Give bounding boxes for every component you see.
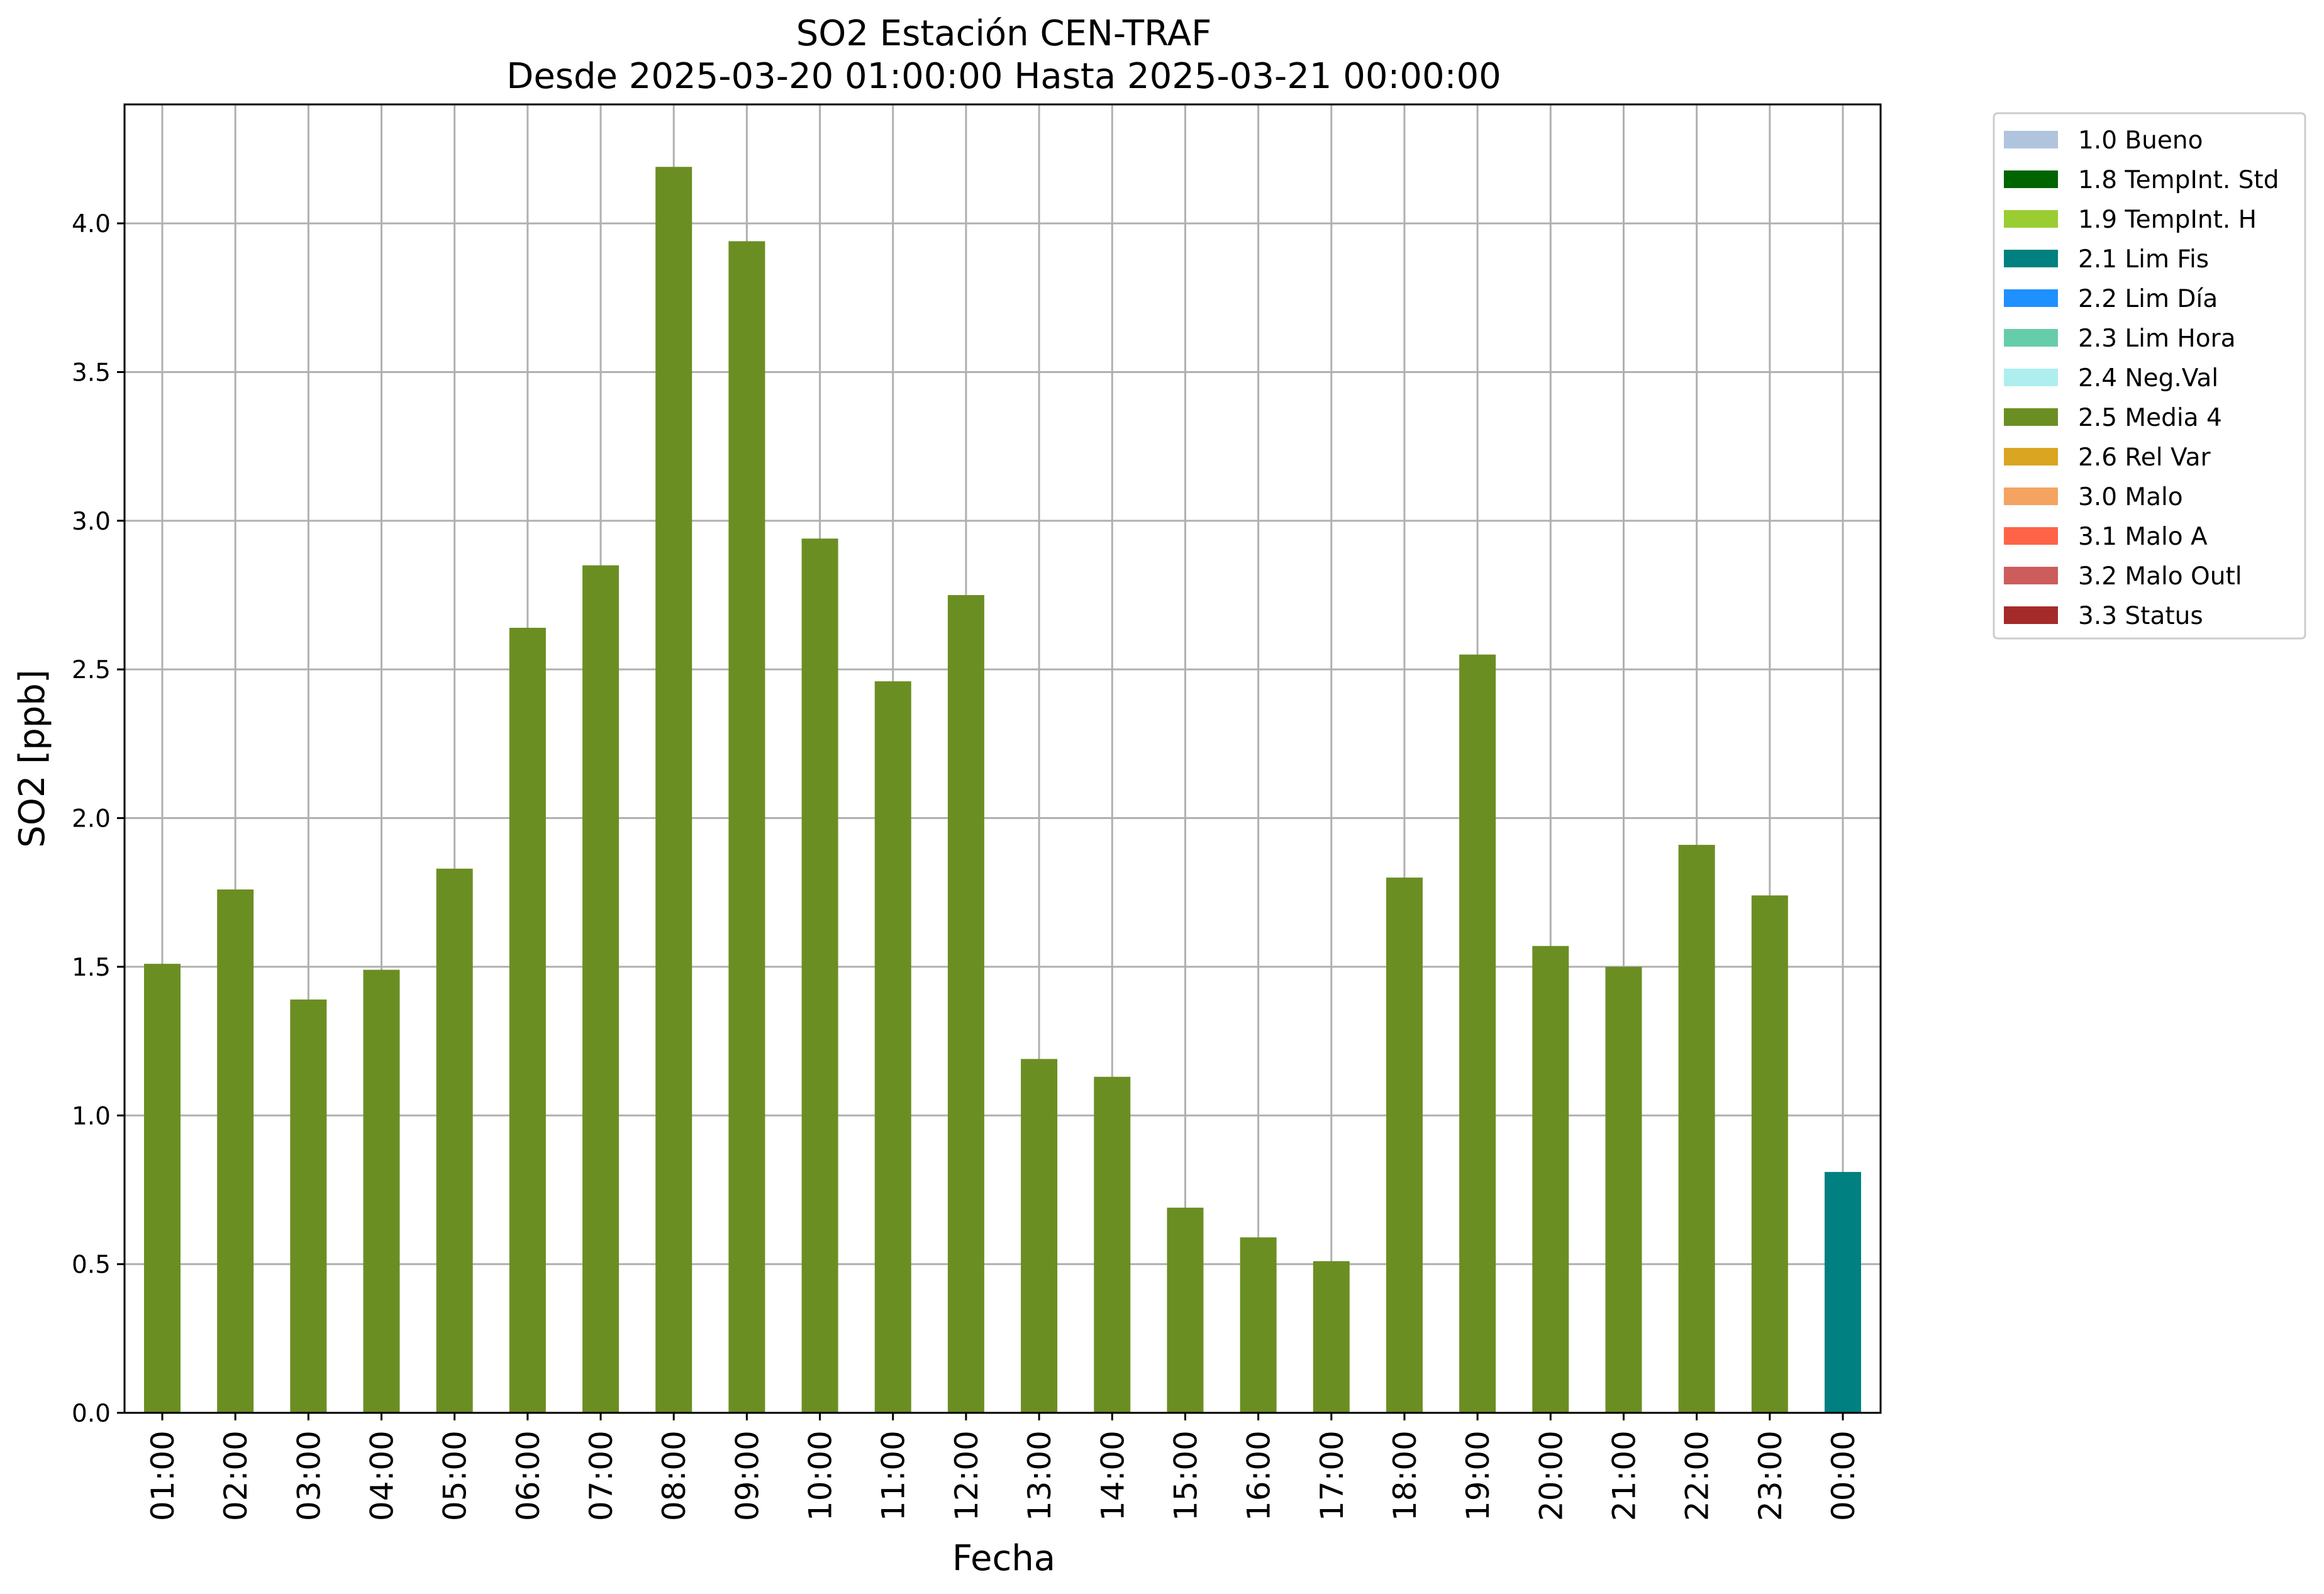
legend-swatch bbox=[2004, 131, 2058, 148]
legend-swatch bbox=[2004, 210, 2058, 228]
legend-label: 1.0 Bueno bbox=[2078, 126, 2203, 155]
bar bbox=[363, 969, 400, 1413]
x-tick-label: 21:00 bbox=[1606, 1430, 1642, 1521]
y-tick-label: 0.5 bbox=[72, 1251, 111, 1279]
bar bbox=[874, 681, 911, 1413]
y-tick-label: 0.0 bbox=[72, 1400, 111, 1428]
y-axis-ticks: 0.0 0.5 1.0 1.5 2.0 2.5 3.0 3.5 4.0 bbox=[72, 210, 125, 1428]
bar bbox=[1605, 966, 1642, 1413]
y-tick-label: 3.5 bbox=[72, 359, 111, 387]
bar bbox=[582, 565, 620, 1413]
legend-label: 3.0 Malo bbox=[2078, 483, 2183, 511]
legend-swatch bbox=[2004, 250, 2058, 267]
legend-label: 2.3 Lim Hora bbox=[2078, 325, 2236, 353]
bar bbox=[436, 868, 473, 1413]
x-tick-label: 14:00 bbox=[1094, 1430, 1131, 1521]
legend-label: 2.6 Rel Var bbox=[2078, 443, 2211, 472]
x-tick-label: 09:00 bbox=[729, 1430, 765, 1521]
x-tick-label: 03:00 bbox=[291, 1430, 327, 1521]
legend-swatch bbox=[2004, 170, 2058, 188]
legend-swatch bbox=[2004, 567, 2058, 584]
bar bbox=[728, 241, 765, 1413]
x-tick-label: 12:00 bbox=[948, 1430, 985, 1521]
bar bbox=[947, 595, 984, 1413]
legend-swatch bbox=[2004, 448, 2058, 465]
x-tick-label: 00:00 bbox=[1825, 1430, 1862, 1521]
y-tick-label: 2.0 bbox=[72, 805, 111, 833]
legend-label: 2.4 Neg.Val bbox=[2078, 364, 2218, 393]
legend-label: 2.2 Lim Día bbox=[2078, 285, 2218, 313]
bars bbox=[144, 167, 1861, 1413]
x-tick-label: 11:00 bbox=[876, 1430, 912, 1521]
y-tick-label: 3.0 bbox=[72, 508, 111, 536]
bar bbox=[1094, 1076, 1131, 1413]
legend-swatch bbox=[2004, 408, 2058, 426]
bar bbox=[1167, 1207, 1204, 1413]
bar bbox=[217, 889, 254, 1413]
legend-label: 1.9 TempInt. H bbox=[2078, 206, 2257, 234]
legend-label: 3.2 Malo Outl bbox=[2078, 562, 2242, 591]
x-tick-label: 20:00 bbox=[1533, 1430, 1569, 1521]
x-tick-label: 13:00 bbox=[1021, 1430, 1058, 1521]
plot-frame bbox=[123, 103, 1882, 1414]
x-tick-label: 06:00 bbox=[510, 1430, 547, 1521]
x-tick-label: 18:00 bbox=[1387, 1430, 1423, 1521]
bar bbox=[1386, 878, 1423, 1413]
bar bbox=[655, 167, 692, 1413]
x-axis-ticks: 01:00 02:00 03:00 04:00 05:00 06:00 07:00 08:00… bbox=[145, 1413, 1862, 1521]
x-tick-label: 10:00 bbox=[803, 1430, 839, 1521]
x-tick-label: 07:00 bbox=[583, 1430, 620, 1521]
x-tick-label: 23:00 bbox=[1752, 1430, 1789, 1521]
bar bbox=[1240, 1237, 1277, 1413]
bar bbox=[1313, 1261, 1350, 1413]
bar bbox=[144, 964, 181, 1413]
bar bbox=[1678, 845, 1715, 1413]
bar bbox=[1532, 945, 1569, 1413]
legend-label: 2.1 Lim Fis bbox=[2078, 245, 2209, 274]
bar bbox=[1021, 1059, 1058, 1413]
x-tick-label: 02:00 bbox=[218, 1430, 254, 1521]
legend-label: 2.5 Media 4 bbox=[2078, 404, 2222, 432]
x-tick-label: 15:00 bbox=[1167, 1430, 1204, 1521]
x-tick-label: 16:00 bbox=[1241, 1430, 1277, 1521]
legend-swatch bbox=[2004, 329, 2058, 347]
y-tick-label: 4.0 bbox=[72, 210, 111, 238]
bar bbox=[801, 538, 838, 1413]
legend: 1.0 Bueno 1.8 TempInt. Std 1.9 TempInt. H 2… bbox=[1993, 112, 2306, 640]
x-tick-label: 22:00 bbox=[1679, 1430, 1716, 1521]
x-tick-label: 04:00 bbox=[364, 1430, 401, 1521]
y-tick-label: 1.5 bbox=[72, 954, 111, 982]
legend-swatch bbox=[2004, 527, 2058, 545]
x-tick-label: 01:00 bbox=[145, 1430, 181, 1521]
x-tick-label: 19:00 bbox=[1460, 1430, 1496, 1521]
chart-title: SO2 Estación CEN-TRAF bbox=[796, 13, 1212, 54]
bar bbox=[290, 999, 327, 1413]
bar bbox=[509, 628, 546, 1413]
x-tick-label: 17:00 bbox=[1314, 1430, 1350, 1521]
legend-frame bbox=[1993, 112, 2306, 640]
x-tick-label: 08:00 bbox=[656, 1430, 692, 1521]
legend-swatch bbox=[2004, 369, 2058, 386]
legend-label: 1.8 TempInt. Std bbox=[2078, 166, 2279, 194]
legend-swatch bbox=[2004, 606, 2058, 624]
bar bbox=[1825, 1172, 1861, 1413]
y-axis-label: SO2 [ppb] bbox=[12, 669, 53, 847]
bar bbox=[1459, 654, 1496, 1413]
legend-swatch bbox=[2004, 488, 2058, 505]
y-tick-label: 2.5 bbox=[72, 656, 111, 684]
legend-label: 3.3 Status bbox=[2078, 602, 2203, 630]
legend-label: 3.1 Malo A bbox=[2078, 523, 2208, 551]
bar bbox=[1751, 895, 1788, 1413]
y-tick-label: 1.0 bbox=[72, 1102, 111, 1130]
legend-swatch bbox=[2004, 289, 2058, 307]
x-axis-label: Fecha bbox=[952, 1538, 1055, 1579]
chart-subtitle: Desde 2025-03-20 01:00:00 Hasta 2025-03-… bbox=[506, 56, 1501, 97]
x-tick-label: 05:00 bbox=[437, 1430, 474, 1521]
